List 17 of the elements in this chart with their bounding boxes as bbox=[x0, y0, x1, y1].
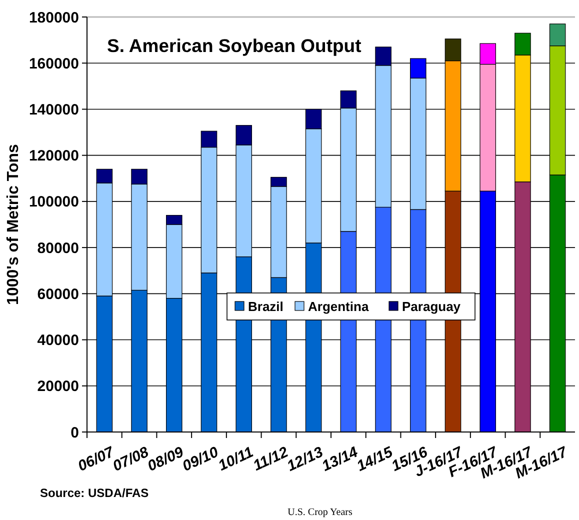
y-tick-label: 0 bbox=[70, 424, 79, 442]
legend-label: Argentina bbox=[308, 299, 370, 314]
y-tick-label: 100000 bbox=[28, 194, 79, 211]
y-tick-label: 80000 bbox=[37, 240, 79, 257]
y-tick-label: 160000 bbox=[28, 55, 79, 72]
x-axis-title: U.S. Crop Years bbox=[288, 507, 352, 518]
y-tick-label: 180000 bbox=[28, 9, 79, 26]
source-note: Source: USDA/FAS bbox=[40, 486, 149, 500]
text: S. American Soybean Output bbox=[107, 35, 362, 56]
y-tick-label: 60000 bbox=[37, 286, 79, 303]
y-tick-label: 120000 bbox=[28, 148, 79, 165]
y-axis-title: 1000's of Metric Tons bbox=[5, 144, 22, 305]
legend-label: Paraguay bbox=[402, 299, 462, 314]
legend-label: Brazil bbox=[248, 299, 284, 314]
y-tick-label: 140000 bbox=[28, 101, 79, 118]
y-tick-label: 20000 bbox=[37, 378, 79, 396]
y-tick-label: 40000 bbox=[37, 332, 79, 350]
